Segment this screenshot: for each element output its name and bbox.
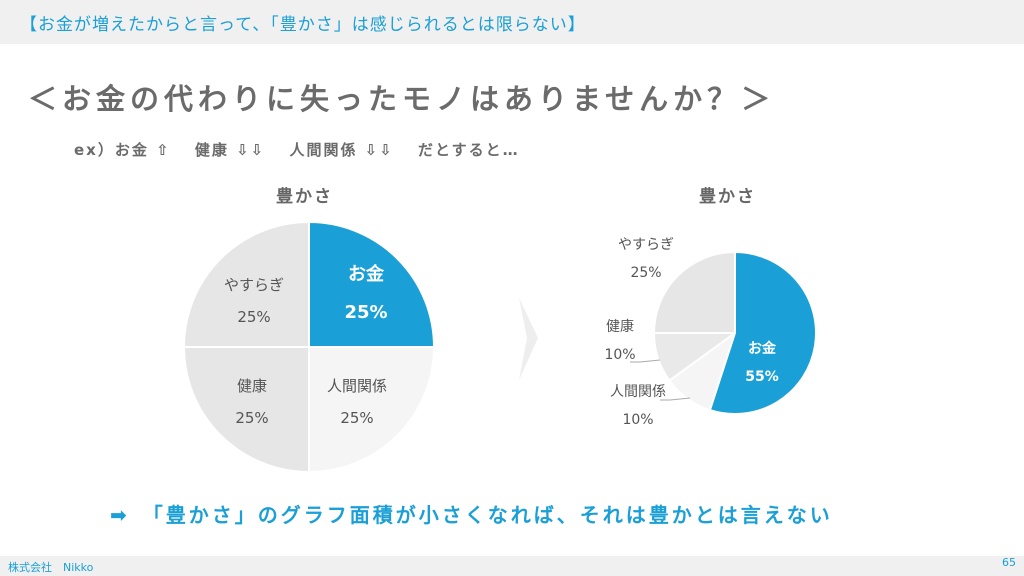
subtitle: ex）お金 ⇧ 健康 ⇩⇩ 人間関係 ⇩⇩ だとすると… <box>74 141 520 159</box>
pie-slice-left-0 <box>308 220 436 348</box>
chart-title-right: 豊かさ <box>699 187 756 207</box>
label-left-ease: やすらぎ 25% <box>223 276 285 326</box>
label-right-money: お金 55% <box>745 341 779 385</box>
label-right-health: 健康 10% <box>604 319 636 363</box>
pie-slice-left-2 <box>182 346 310 474</box>
page-title: ＜お金の代わりに失ったモノはありませんか？＞ <box>28 82 776 116</box>
banner-text: 【お金が増えたからと言って、「豊かさ」は感じられるとは限らない】 <box>20 15 586 35</box>
label-left-relations: 人間関係 25% <box>326 377 388 427</box>
label-right-ease: やすらぎ 25% <box>618 237 674 281</box>
page-number: 65 <box>1002 556 1016 569</box>
header-banner: 【お金が増えたからと言って、「豊かさ」は感じられるとは限らない】 <box>0 0 1024 44</box>
company-name: 株式会社 Nikko <box>8 561 94 574</box>
footer: 株式会社 Nikko 65 <box>0 556 1024 576</box>
chart-title-left: 豊かさ <box>276 187 333 207</box>
pie-slice-left-1 <box>308 346 436 474</box>
leader-line-health <box>630 359 661 363</box>
label-left-money: お金 25% <box>344 264 388 323</box>
chevron-right-icon <box>519 298 538 380</box>
conclusion-text: ➡ 「豊かさ」のグラフ面積が小さくなれば、それは豊かとは言えない <box>110 503 833 527</box>
pie-slice-left-3 <box>182 220 310 348</box>
pie-slice-right-3 <box>652 250 736 334</box>
leader-line-relations <box>660 397 691 401</box>
pie-slice-right-0 <box>708 250 817 415</box>
label-left-health: 健康 25% <box>235 377 269 427</box>
label-right-relations: 人間関係 10% <box>610 384 666 428</box>
